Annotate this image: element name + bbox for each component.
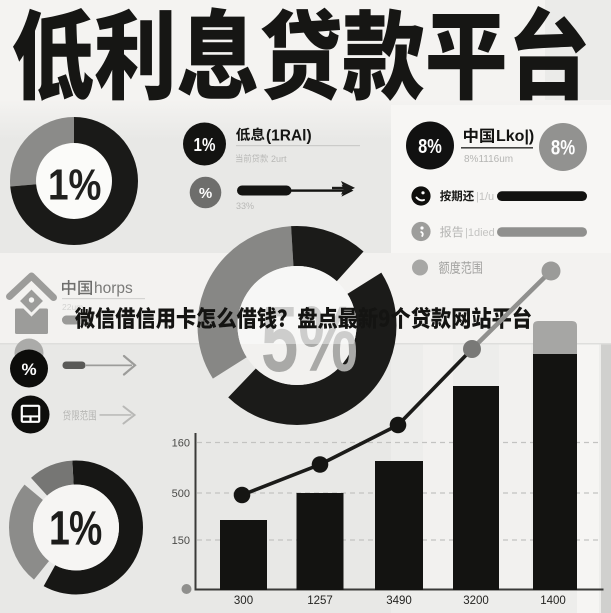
svg-text:(1RAl): (1RAl)	[266, 128, 312, 145]
svg-text:Lko|): Lko|)	[496, 128, 534, 145]
svg-text:%: %	[21, 360, 36, 379]
svg-text:8%: 8%	[418, 134, 442, 157]
svg-text:1%: 1%	[194, 134, 216, 155]
svg-text:5%: 5%	[261, 288, 358, 391]
svg-text:160: 160	[172, 438, 190, 450]
svg-text:|1/u: |1/u	[476, 191, 494, 203]
svg-text:8%: 8%	[551, 137, 575, 160]
svg-text:1%: 1%	[49, 502, 102, 556]
svg-text:150: 150	[172, 535, 190, 547]
svg-text:1257: 1257	[307, 595, 333, 607]
svg-text:2urt: 2urt	[271, 154, 287, 164]
svg-text:500: 500	[172, 488, 190, 500]
svg-text:33%: 33%	[236, 201, 254, 211]
svg-text:300: 300	[234, 595, 253, 607]
svg-text:1%: 1%	[48, 160, 101, 210]
svg-text:horps: horps	[94, 280, 133, 297]
svg-text:|1died: |1died	[465, 227, 495, 239]
svg-text:8%1116um: 8%1116um	[464, 154, 513, 165]
svg-text:3200: 3200	[463, 595, 489, 607]
svg-text:1400: 1400	[540, 595, 566, 607]
svg-text:%: %	[199, 185, 212, 202]
svg-text:3490: 3490	[386, 595, 412, 607]
svg-text:22um: 22um	[62, 302, 83, 312]
